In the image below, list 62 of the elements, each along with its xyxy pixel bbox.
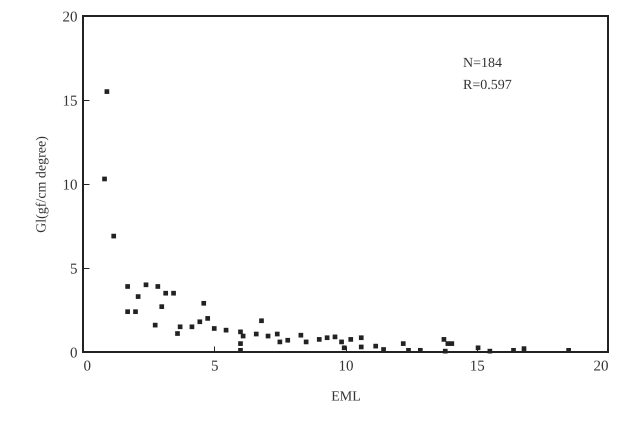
annotation: R=0.597	[463, 78, 512, 93]
point	[324, 335, 330, 340]
point	[125, 309, 130, 314]
point	[254, 332, 259, 336]
point	[442, 348, 448, 354]
point	[285, 338, 290, 343]
point	[125, 284, 130, 289]
y-tick-label: 5	[70, 262, 78, 278]
point	[373, 344, 378, 348]
point	[332, 334, 338, 340]
point	[201, 300, 206, 306]
point	[159, 304, 164, 309]
point	[488, 348, 492, 354]
point	[476, 345, 480, 350]
y-tick-label: 10	[62, 178, 78, 194]
point	[442, 337, 446, 342]
point	[197, 319, 202, 324]
point	[240, 334, 246, 338]
point	[342, 345, 347, 350]
point	[178, 324, 182, 330]
point	[304, 340, 308, 344]
point	[298, 332, 304, 338]
point	[238, 341, 243, 346]
point	[522, 346, 526, 351]
point	[171, 290, 176, 296]
point	[144, 282, 148, 288]
annotation: N=184	[463, 56, 502, 71]
y-tick-label: 20	[62, 10, 78, 26]
point	[224, 328, 228, 333]
x-tick-label: 10	[338, 358, 354, 374]
point	[348, 337, 354, 342]
point	[238, 329, 243, 334]
point	[259, 318, 264, 324]
point	[212, 326, 217, 331]
point	[339, 340, 344, 344]
point	[104, 89, 110, 94]
point	[190, 324, 194, 330]
y-axis-title: Gl(gf/cm degree)	[34, 136, 50, 233]
point	[133, 309, 138, 314]
point	[316, 337, 322, 342]
x-tick-label: 20	[594, 358, 608, 374]
y-tick-label: 15	[62, 94, 78, 110]
point	[274, 332, 280, 336]
point	[111, 234, 116, 238]
point	[152, 322, 158, 328]
x-tick-label: 15	[470, 358, 485, 374]
y-tick-label: 0	[70, 346, 78, 362]
point	[278, 340, 282, 344]
x-tick-label: 5	[211, 358, 218, 374]
point	[266, 334, 270, 338]
point	[102, 176, 107, 182]
point	[155, 284, 160, 289]
point	[163, 290, 168, 296]
x-axis-title: EML	[331, 390, 361, 404]
x-tick-label: 0	[84, 358, 91, 374]
point	[400, 341, 406, 346]
point	[175, 331, 180, 336]
point	[358, 344, 364, 350]
point	[449, 341, 454, 346]
point	[136, 294, 140, 299]
point	[205, 316, 210, 321]
point	[358, 335, 364, 340]
